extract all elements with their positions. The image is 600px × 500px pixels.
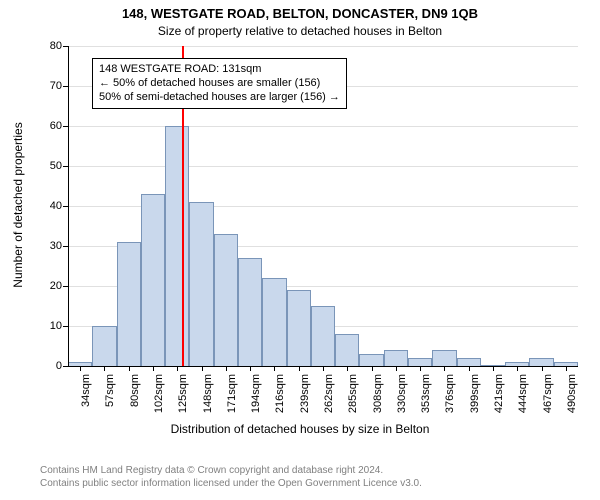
x-tick-label: 421sqm	[493, 374, 505, 424]
x-tick-mark	[323, 366, 324, 371]
x-tick-label: 285sqm	[347, 374, 359, 424]
histogram-bar	[287, 290, 311, 366]
footer-line-2: Contains public sector information licen…	[40, 477, 600, 490]
y-tick-mark	[63, 166, 68, 167]
y-axis-line	[68, 46, 69, 366]
footer-line-1: Contains HM Land Registry data © Crown c…	[40, 464, 600, 477]
y-tick-label: 50	[38, 160, 62, 172]
y-tick-mark	[63, 286, 68, 287]
histogram-bar	[432, 350, 456, 366]
y-tick-label: 10	[38, 320, 62, 332]
grid-line	[68, 166, 578, 167]
y-tick-label: 40	[38, 200, 62, 212]
x-tick-label: 308sqm	[372, 374, 384, 424]
x-tick-label: 194sqm	[250, 374, 262, 424]
x-tick-mark	[469, 366, 470, 371]
x-tick-label: 102sqm	[153, 374, 165, 424]
x-tick-mark	[420, 366, 421, 371]
x-tick-label: 125sqm	[177, 374, 189, 424]
histogram-bar	[457, 358, 481, 366]
histogram-bar	[262, 278, 286, 366]
histogram-bar	[335, 334, 359, 366]
histogram-bar	[384, 350, 408, 366]
x-axis-label: Distribution of detached houses by size …	[0, 422, 600, 436]
x-tick-label: 80sqm	[129, 374, 141, 424]
x-tick-label: 262sqm	[323, 374, 335, 424]
x-tick-mark	[396, 366, 397, 371]
x-tick-mark	[226, 366, 227, 371]
y-axis-label: Number of detached properties	[11, 105, 25, 305]
annotation-line: 148 WESTGATE ROAD: 131sqm	[99, 63, 340, 77]
x-tick-mark	[104, 366, 105, 371]
y-tick-label: 20	[38, 280, 62, 292]
histogram-bar	[238, 258, 262, 366]
histogram-bar	[529, 358, 553, 366]
x-tick-label: 57sqm	[104, 374, 116, 424]
y-tick-label: 60	[38, 120, 62, 132]
x-tick-label: 490sqm	[566, 374, 578, 424]
x-tick-mark	[444, 366, 445, 371]
y-tick-mark	[63, 366, 68, 367]
x-tick-label: 239sqm	[299, 374, 311, 424]
y-tick-mark	[63, 326, 68, 327]
x-tick-mark	[153, 366, 154, 371]
y-tick-mark	[63, 126, 68, 127]
histogram-bar	[92, 326, 116, 366]
footer-text: Contains HM Land Registry data © Crown c…	[0, 464, 600, 490]
x-tick-label: 148sqm	[202, 374, 214, 424]
x-tick-mark	[566, 366, 567, 371]
histogram-bar	[141, 194, 165, 366]
x-tick-label: 467sqm	[542, 374, 554, 424]
x-tick-mark	[129, 366, 130, 371]
x-tick-mark	[493, 366, 494, 371]
x-tick-label: 444sqm	[517, 374, 529, 424]
x-tick-label: 171sqm	[226, 374, 238, 424]
y-tick-mark	[63, 46, 68, 47]
y-tick-mark	[63, 206, 68, 207]
x-tick-label: 34sqm	[80, 374, 92, 424]
histogram-bar	[165, 126, 189, 366]
grid-line	[68, 46, 578, 47]
histogram-bar	[214, 234, 238, 366]
x-tick-mark	[202, 366, 203, 371]
x-tick-label: 376sqm	[444, 374, 456, 424]
y-tick-label: 80	[38, 40, 62, 52]
x-tick-mark	[542, 366, 543, 371]
histogram-bar	[408, 358, 432, 366]
histogram-bar	[189, 202, 213, 366]
y-tick-label: 30	[38, 240, 62, 252]
y-tick-mark	[63, 86, 68, 87]
chart-container: 148, WESTGATE ROAD, BELTON, DONCASTER, D…	[0, 0, 600, 500]
histogram-bar	[117, 242, 141, 366]
histogram-bar	[311, 306, 335, 366]
x-tick-mark	[299, 366, 300, 371]
x-tick-mark	[250, 366, 251, 371]
x-tick-mark	[274, 366, 275, 371]
x-tick-mark	[177, 366, 178, 371]
x-tick-mark	[80, 366, 81, 371]
annotation-line: ← 50% of detached houses are smaller (15…	[99, 77, 340, 91]
y-tick-mark	[63, 246, 68, 247]
histogram-bar	[359, 354, 383, 366]
x-tick-label: 353sqm	[420, 374, 432, 424]
y-tick-label: 70	[38, 80, 62, 92]
annotation-box: 148 WESTGATE ROAD: 131sqm← 50% of detach…	[92, 58, 347, 109]
x-tick-mark	[347, 366, 348, 371]
chart-subtitle: Size of property relative to detached ho…	[0, 24, 600, 38]
y-tick-label: 0	[38, 360, 62, 372]
chart-title: 148, WESTGATE ROAD, BELTON, DONCASTER, D…	[0, 6, 600, 21]
x-tick-label: 330sqm	[396, 374, 408, 424]
x-tick-mark	[372, 366, 373, 371]
x-tick-label: 399sqm	[469, 374, 481, 424]
x-tick-label: 216sqm	[274, 374, 286, 424]
grid-line	[68, 126, 578, 127]
x-tick-mark	[517, 366, 518, 371]
annotation-line: 50% of semi-detached houses are larger (…	[99, 91, 340, 105]
